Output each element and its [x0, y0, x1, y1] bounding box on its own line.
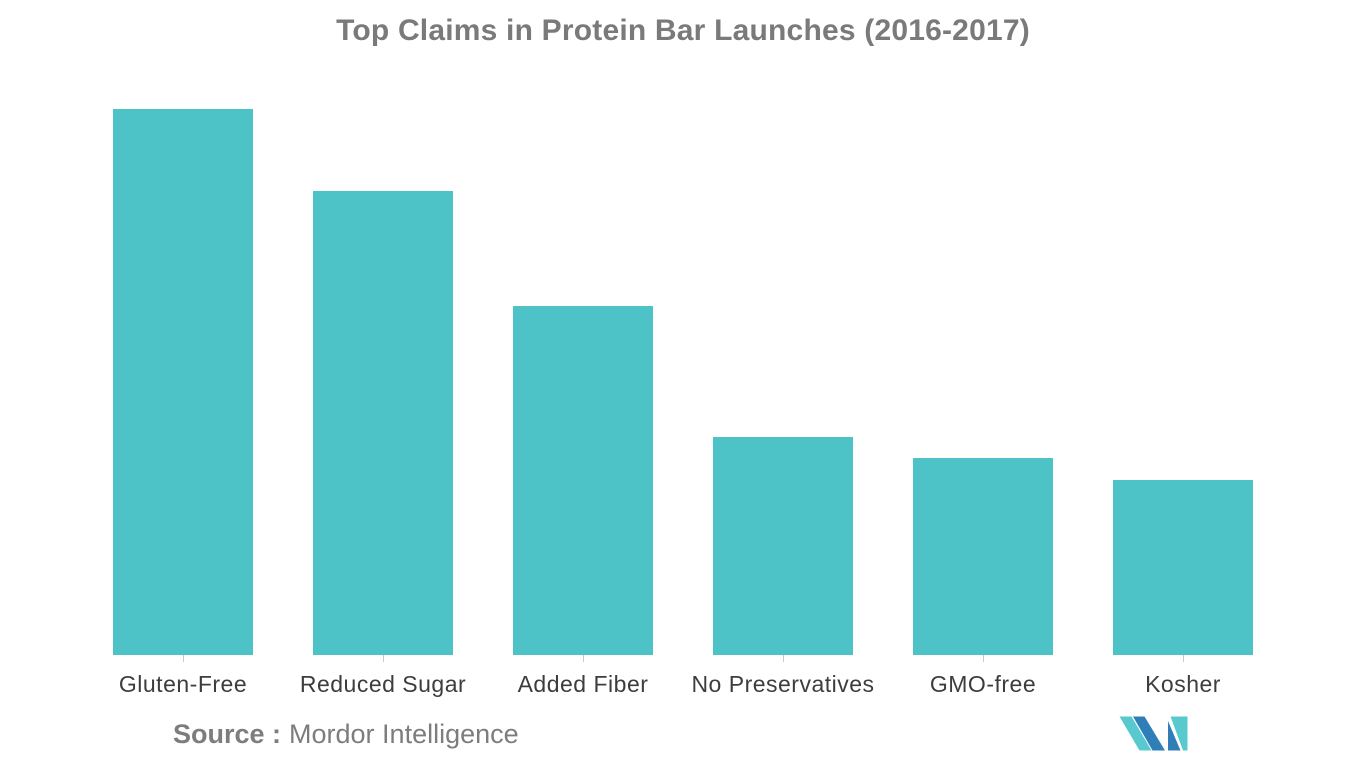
- bar-added-fiber: [513, 306, 653, 655]
- x-axis-label: Added Fiber: [517, 671, 649, 697]
- source-label: Source :: [173, 719, 282, 749]
- bar-gluten-free: [113, 109, 253, 655]
- x-axis-label: Kosher: [1145, 671, 1221, 697]
- x-axis-label: No Preservatives: [691, 671, 875, 697]
- logo-teal-band: [1119, 716, 1152, 751]
- x-axis-tick: [983, 655, 984, 662]
- bar-reduced-sugar: [313, 191, 453, 655]
- x-axis-tick: [383, 655, 384, 662]
- x-axis-tick: [183, 655, 184, 662]
- source-name: Mordor Intelligence: [289, 719, 519, 749]
- bar-kosher: [1113, 480, 1253, 655]
- x-axis-tick: [583, 655, 584, 662]
- bar-gmo-free: [913, 458, 1053, 655]
- source-line: Source : Mordor Intelligence: [173, 719, 519, 750]
- x-axis-tick: [783, 655, 784, 662]
- chart-title: Top Claims in Protein Bar Launches (2016…: [336, 14, 1030, 47]
- logo-teal-block: [1170, 716, 1188, 751]
- x-axis-label: Reduced Sugar: [299, 671, 467, 697]
- logo-blue-band: [1133, 716, 1165, 751]
- x-axis-tick: [1183, 655, 1184, 662]
- x-axis-label: GMO-free: [929, 671, 1037, 697]
- mordor-intelligence-logo: [1119, 716, 1188, 751]
- x-axis-label: Gluten-Free: [118, 671, 248, 697]
- logo-blue-triangle: [1168, 721, 1181, 751]
- bar-no-preservatives: [713, 437, 853, 655]
